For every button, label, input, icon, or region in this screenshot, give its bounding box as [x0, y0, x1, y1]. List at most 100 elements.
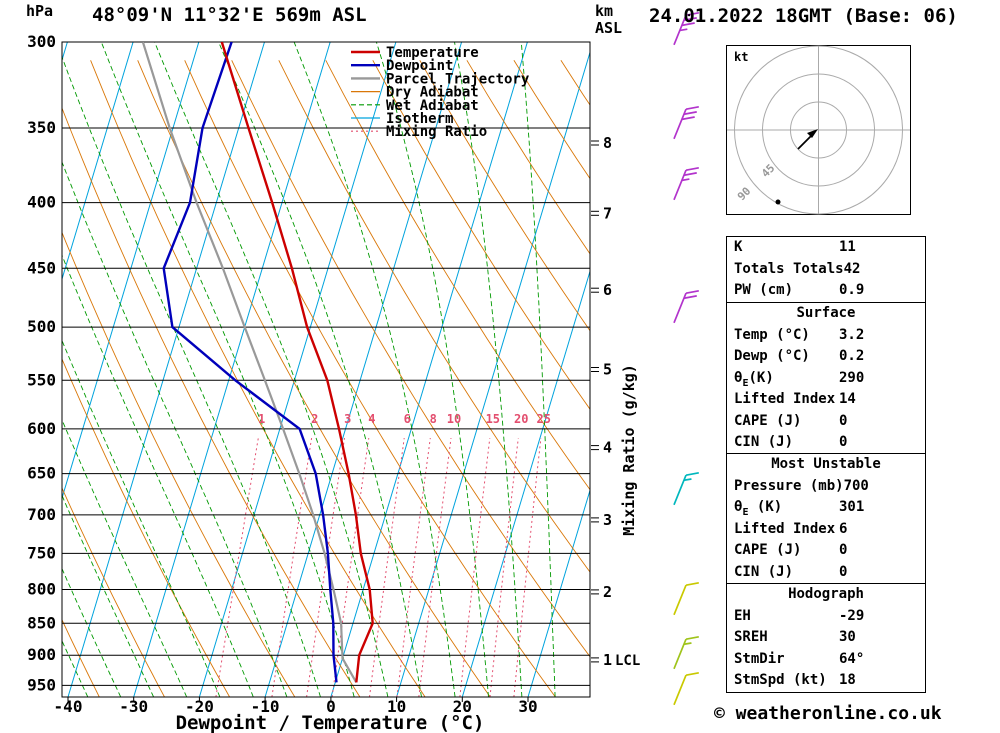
row-label: PW (cm): [734, 282, 794, 298]
km-tick-label: 4: [603, 439, 612, 457]
temp-tick-label: -30: [119, 697, 148, 716]
pressure-tick-label: 450: [27, 258, 56, 277]
row-value: 0: [839, 542, 848, 558]
row-value: 290: [839, 369, 865, 386]
chart-title: 48°09'N 11°32'E 569m ASL: [92, 4, 367, 26]
row-value: 0.2: [839, 348, 865, 364]
table-header: Surface: [796, 305, 856, 321]
surface-table: Surface Temp (°C) 3.2 Dewp (°C) 0.2 θE(K) 2…: [726, 302, 926, 455]
row-label: CAPE (J): [734, 542, 802, 558]
km-tick-label: 7: [603, 204, 612, 222]
row-label: Lifted Index: [734, 391, 836, 407]
wind-barb-icon: [673, 471, 699, 506]
temp-tick-label: 30: [518, 697, 537, 716]
site-credit: © weatheronline.co.uk: [714, 703, 942, 724]
row-value: 64°: [839, 650, 865, 667]
skewt-diagram: 3003504004505005506006507007508008509009…: [26, 2, 640, 733]
table-row: Lifted Index 6: [727, 519, 925, 541]
axes-and-labels: 3003504004505005506006507007508008509009…: [26, 2, 640, 733]
mixing-ratio-axis-label: Mixing Ratio (g/kg): [620, 364, 638, 536]
table-row: θE (K) 301: [727, 497, 925, 519]
row-label: K: [734, 239, 743, 255]
row-label: θE(K): [734, 369, 774, 389]
table-row: Totals Totals 42: [727, 259, 925, 281]
row-value: 18: [839, 672, 856, 688]
table-header: Hodograph: [788, 586, 864, 602]
mixing-ratio-value-label: 8: [430, 412, 437, 426]
temp-tick-label: -20: [185, 697, 214, 716]
wind-barb-column: [673, 11, 699, 706]
table-row: CIN (J) 0: [727, 562, 925, 584]
mixing-ratio-value-label: 3: [344, 412, 351, 426]
row-label: EH: [734, 607, 751, 624]
table-row: StmDir 64°: [727, 649, 925, 671]
row-label: Lifted Index: [734, 520, 836, 537]
row-label: Totals Totals: [734, 260, 844, 277]
mixing-ratio-value-label: 2: [311, 412, 318, 426]
mixing-ratio-value-label: 10: [447, 412, 461, 426]
parcel-trajectory-curve: [141, 42, 358, 683]
temp-tick-label: 10: [387, 697, 406, 716]
row-value: 30: [839, 629, 856, 645]
mixing-ratio-value-label: 15: [486, 412, 500, 426]
table-row: SREH 30: [727, 627, 925, 649]
hodograph-arrow-icon: [807, 129, 818, 138]
hodograph-grid: [727, 45, 910, 215]
row-label: CIN (J): [734, 563, 794, 580]
dewpoint-curve: [162, 42, 338, 683]
legend-label: Parcel Trajectory: [386, 71, 530, 87]
row-label: θE (K): [734, 499, 783, 518]
legend-label: Dry Adiabat: [386, 85, 479, 101]
wind-barb-icon: [673, 635, 699, 670]
table-row: K 11: [727, 237, 925, 259]
mixing-ratio-lines: [215, 438, 542, 697]
indices-table: K 11 Totals Totals 42 PW (cm) 0.9: [726, 236, 926, 303]
wind-barb-icon: [673, 581, 699, 616]
plot-frame: [61, 41, 591, 698]
table-row: CIN (J) 0: [727, 432, 925, 454]
legend-label: Temperature: [386, 45, 479, 61]
pressure-tick-label: 650: [27, 464, 56, 483]
pressure-tick-label: 700: [27, 505, 56, 524]
pressure-tick-label: 850: [27, 613, 56, 632]
row-label: StmSpd (kt): [734, 672, 827, 688]
run-date-heading: 24.01.2022 18GMT (Base: 06): [649, 5, 958, 27]
mixing-ratio-value-label: 4: [368, 412, 375, 426]
row-value: 301: [839, 499, 865, 515]
table-row: StmSpd (kt) 18: [727, 670, 925, 692]
temp-tick-label: 20: [453, 697, 472, 716]
pressure-tick-label: 800: [27, 579, 56, 598]
wind-barb-icon: [673, 289, 699, 324]
table-row: Dewp (°C) 0.2: [727, 346, 925, 368]
temp-tick-label: -40: [54, 697, 83, 716]
row-value: 11: [839, 239, 856, 255]
table-row: CAPE (J) 0: [727, 540, 925, 562]
row-value: 700: [843, 477, 869, 494]
pressure-tick-label: 350: [27, 118, 56, 137]
row-value: 0.9: [839, 282, 865, 298]
pressure-tick-label: 500: [27, 317, 56, 336]
sounding-curves: [141, 42, 374, 683]
km-tick-label: 8: [603, 134, 612, 152]
x-axis-label: Dewpoint / Temperature (°C): [176, 712, 485, 733]
wind-barb-icon: [673, 105, 699, 140]
wind-barb-icon: [673, 166, 699, 201]
pressure-tick-label: 750: [27, 543, 56, 562]
table-header: Most Unstable: [771, 456, 881, 472]
row-value: 6: [839, 520, 848, 537]
km-tick-label: 1: [603, 651, 612, 669]
km-tick-label: 6: [603, 281, 612, 299]
pressure-tick-label: 600: [27, 419, 56, 438]
hodograph-table: Hodograph EH -29 SREH 30 StmDir 64° StmSpd …: [726, 583, 926, 693]
row-label: Temp (°C): [734, 326, 810, 343]
table-row: θE(K) 290: [727, 368, 925, 390]
dry-adiabat-lines: [62, 60, 590, 697]
mixing-ratio-value-label: 25: [536, 412, 550, 426]
lcl-label: LCL: [615, 653, 640, 669]
row-label: Pressure (mb): [734, 477, 844, 494]
pressure-axis-unit: hPa: [26, 2, 53, 20]
table-row: CAPE (J) 0: [727, 411, 925, 433]
